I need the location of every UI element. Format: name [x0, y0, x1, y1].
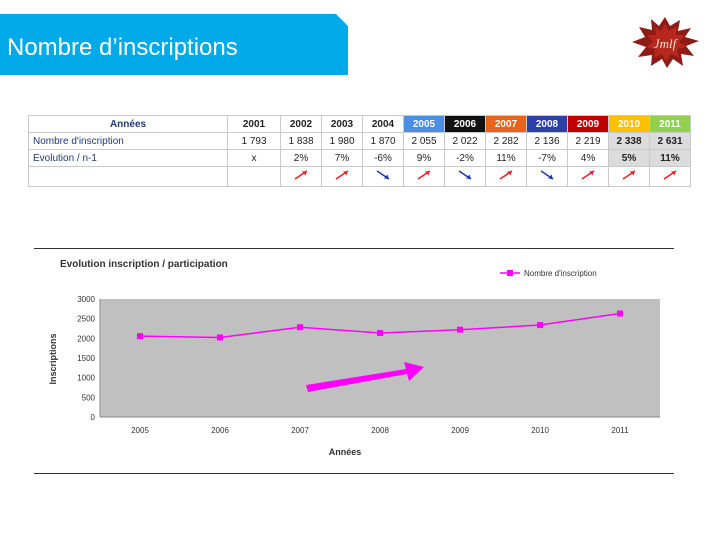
value-cell: -6% — [362, 149, 404, 167]
trend-cell — [567, 166, 609, 187]
x-tick-label: 2005 — [131, 426, 149, 435]
trend-cell — [321, 166, 363, 187]
year-cell: 2010 — [608, 115, 650, 133]
trend-arrow-icon — [306, 362, 424, 392]
value-cell: 2 022 — [444, 132, 486, 150]
value-cell: 4% — [567, 149, 609, 167]
value-cell: -7% — [526, 149, 568, 167]
value-cell: 1 793 — [227, 132, 281, 150]
value-cell: 11% — [649, 149, 691, 167]
value-cell: 2% — [280, 149, 322, 167]
trend-cell — [444, 166, 486, 187]
trend-cell — [362, 166, 404, 187]
trend-up-arrow-icon — [622, 170, 636, 180]
trend-cell — [403, 166, 445, 187]
data-point — [537, 322, 543, 329]
trend-down-arrow-icon — [376, 170, 390, 180]
table-header-label: Années — [28, 115, 228, 133]
data-point — [457, 326, 463, 333]
table-row — [28, 166, 691, 187]
value-cell: x — [227, 149, 281, 167]
year-cell: 2005 — [403, 115, 445, 133]
x-tick-label: 2006 — [211, 426, 229, 435]
data-point — [377, 329, 383, 336]
chart-container: Evolution inscription / participation 0 50… — [34, 248, 674, 474]
x-axis-label: Années — [329, 447, 362, 457]
y-tick-label: 1500 — [77, 354, 95, 363]
x-tick-label: 2008 — [371, 426, 389, 435]
year-cell: 2003 — [321, 115, 363, 133]
title-banner — [0, 14, 348, 75]
value-cell: 1 870 — [362, 132, 404, 150]
trend-up-arrow-icon — [417, 170, 431, 180]
year-cell: 2007 — [485, 115, 527, 133]
value-cell: 2 136 — [526, 132, 568, 150]
legend-label: Nombre d'inscription — [524, 269, 597, 278]
year-cell: 2008 — [526, 115, 568, 133]
trend-up-arrow-icon — [581, 170, 595, 180]
trend-up-arrow-icon — [499, 170, 513, 180]
value-cell: -2% — [444, 149, 486, 167]
value-cell: 1 980 — [321, 132, 363, 150]
table-row: Années 2001 2002 2003 2004 2005 2006 2007 2008 20… — [28, 115, 691, 133]
year-cell: 2009 — [567, 115, 609, 133]
value-cell: 2 219 — [567, 132, 609, 150]
value-cell: 9% — [403, 149, 445, 167]
arrow-row-label — [28, 166, 228, 187]
legend-marker — [507, 270, 513, 276]
row-label: Evolution / n-1 — [28, 149, 228, 167]
logo-splash-icon: Jmlf — [632, 17, 699, 68]
trend-cell — [485, 166, 527, 187]
trend-cell — [526, 166, 568, 187]
y-tick-label: 2500 — [77, 315, 95, 324]
value-cell: 1 838 — [280, 132, 322, 150]
value-cell: 2 282 — [485, 132, 527, 150]
data-point — [137, 333, 143, 340]
y-tick-label: 500 — [82, 393, 96, 402]
value-cell: 2 631 — [649, 132, 691, 150]
trend-up-arrow-icon — [294, 170, 308, 180]
year-cell: 2001 — [227, 115, 281, 133]
value-cell: 2 055 — [403, 132, 445, 150]
chart-title: Evolution inscription / participation — [60, 259, 228, 270]
year-cell: 2002 — [280, 115, 322, 133]
y-tick-label: 0 — [91, 413, 96, 422]
table-row: Nombre d'inscription 1 793 1 838 1 980 1 870… — [28, 132, 691, 150]
value-cell: 2 338 — [608, 132, 650, 150]
y-axis-label: Inscriptions — [48, 333, 58, 384]
value-cell: 5% — [608, 149, 650, 167]
plot-area — [100, 299, 660, 417]
y-tick-label: 2000 — [77, 334, 95, 343]
y-tick-label: 3000 — [77, 295, 95, 304]
x-tick-label: 2009 — [451, 426, 469, 435]
y-tick-label: 1000 — [77, 374, 95, 383]
page-title: Nombre d’inscriptions — [7, 34, 238, 61]
trend-cell — [608, 166, 650, 187]
stats-table: Années 2001 2002 2003 2004 2005 2006 2007 2008 20… — [28, 115, 691, 187]
year-cell: 2004 — [362, 115, 404, 133]
value-cell: 7% — [321, 149, 363, 167]
trend-cell — [227, 166, 281, 187]
trend-down-arrow-icon — [540, 170, 554, 180]
trend-up-arrow-icon — [335, 170, 349, 180]
trend-down-arrow-icon — [458, 170, 472, 180]
trend-cell — [280, 166, 322, 187]
x-tick-label: 2007 — [291, 426, 309, 435]
year-cell: 2011 — [649, 115, 691, 133]
trend-cell — [649, 166, 691, 187]
table-row: Evolution / n-1 x 2% 7% -6% 9% -2% 11% -7% 4% 5% 11… — [28, 149, 691, 167]
data-point — [297, 324, 303, 331]
data-point — [217, 334, 223, 341]
trend-up-arrow-icon — [663, 170, 677, 180]
x-tick-label: 2011 — [611, 426, 629, 435]
row-label: Nombre d'inscription — [28, 132, 228, 150]
x-tick-label: 2010 — [531, 426, 549, 435]
svg-text:Jmlf: Jmlf — [654, 36, 679, 51]
year-cell: 2006 — [444, 115, 486, 133]
data-point — [617, 310, 623, 317]
value-cell: 11% — [485, 149, 527, 167]
line-chart: Evolution inscription / participation 0 50… — [48, 259, 660, 457]
